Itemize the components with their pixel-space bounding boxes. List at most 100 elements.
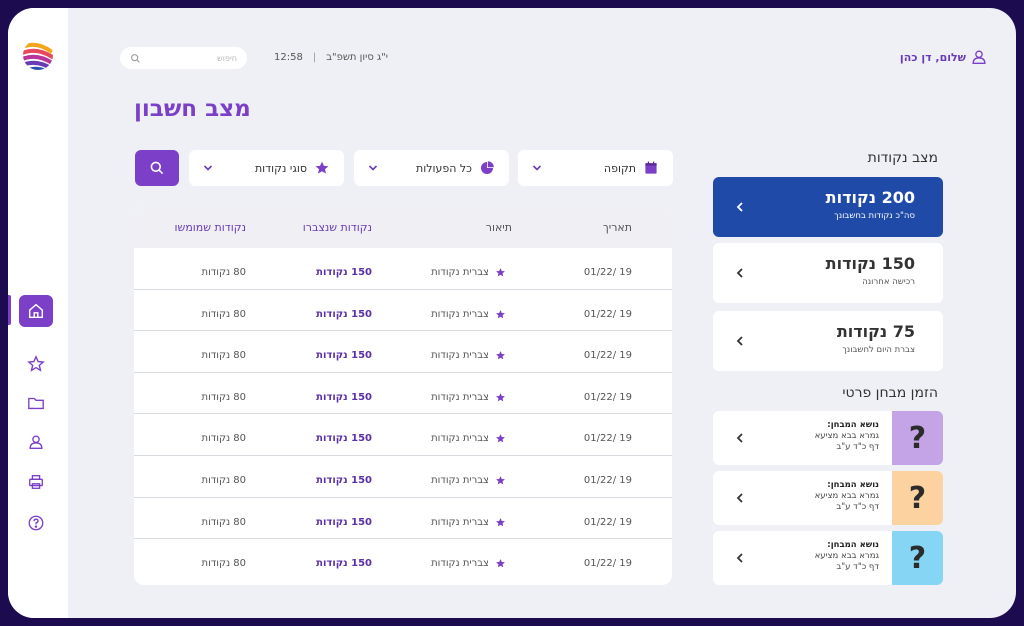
quiz-card-line1: גמרא בבא מציעא — [814, 431, 879, 441]
quiz-card[interactable]: ? נושא המבחן: גמרא בבא מציעא דף כ"ד ע"ב — [713, 411, 943, 465]
table-row[interactable]: 19 /01/22 צברית נקודות 150 נקודות 80 נקודות — [134, 290, 672, 332]
row-earned: 150 נקודות — [316, 474, 372, 486]
row-description: צברית נקודות — [431, 433, 506, 444]
current-time: 12:58 — [274, 52, 303, 63]
star-icon — [496, 434, 505, 443]
row-used: 80 נקודות — [201, 474, 247, 486]
table-row[interactable]: 19 /01/22 צברית נקודות 150 נקודות 80 נקודות — [134, 331, 672, 373]
home-icon — [28, 303, 44, 319]
calendar-icon — [645, 161, 657, 174]
table-row[interactable]: 19 /01/22 צברית נקודות 150 נקודות 80 נקודות — [134, 373, 672, 415]
row-description: צברית נקודות — [431, 517, 506, 528]
row-used: 80 נקודות — [201, 433, 247, 445]
row-earned: 150 נקודות — [316, 267, 372, 278]
header-date[interactable]: תאריך — [602, 221, 632, 234]
folder-icon — [28, 397, 44, 410]
question-mark-icon: ? — [892, 411, 943, 465]
chevron-left-icon — [736, 268, 743, 278]
row-date: 19 /01/22 — [583, 433, 632, 445]
transactions-table: תאריך תיאור נקודות שנצברו נקודות שמומשו … — [134, 207, 672, 585]
points-card[interactable]: 150 נקודות רכישה אחרונה — [713, 243, 943, 303]
nav-active-marker — [8, 295, 11, 325]
row-description: צברית נקודות — [431, 392, 506, 403]
quiz-card[interactable]: ? נושא המבחן: גמרא בבא מציעא דף כ"ד ע"ב — [713, 531, 943, 585]
quiz-card-line2: דף כ"ד ע"ב — [836, 502, 879, 512]
points-card[interactable]: 200 נקודות סה"כ נקודות בחשבונך — [713, 177, 943, 237]
table-row[interactable]: 19 /01/22 צברית נקודות 150 נקודות 80 נקודות — [134, 539, 672, 581]
chevron-left-icon — [736, 202, 743, 212]
star-icon — [496, 476, 505, 485]
user-profile-icon[interactable] — [970, 48, 988, 66]
row-used: 80 נקודות — [201, 516, 247, 528]
table-row[interactable]: 19 /01/22 צברית נקודות 150 נקודות 80 נקודות — [134, 414, 672, 456]
header-description[interactable]: תיאור — [485, 221, 512, 234]
star-icon — [496, 559, 505, 568]
app-window: 12:58 | י"ג סיון תשפ"ב שלום, דן כהן מצב … — [8, 8, 1016, 618]
points-type-filter[interactable]: סוגי נקודות — [189, 150, 344, 186]
row-used: 80 נקודות — [201, 391, 247, 403]
logo-icon — [23, 40, 53, 70]
row-earned: 150 נקודות — [316, 433, 372, 445]
row-date: 19 /01/22 — [583, 308, 632, 320]
row-earned: 150 נקודות — [316, 308, 372, 320]
points-type-filter-label: סוגי נקודות — [254, 161, 307, 175]
row-used: 80 נקודות — [201, 350, 247, 362]
quiz-card-text: נושא המבחן: גמרא בבא מציעא דף כ"ד ע"ב — [815, 540, 879, 573]
nav-profile[interactable] — [19, 426, 53, 458]
row-description-text: צברית נקודות — [431, 433, 489, 445]
page-title: מצב חשבון — [134, 96, 251, 122]
row-used: 80 נקודות — [201, 267, 247, 278]
search-bar[interactable] — [120, 47, 247, 69]
points-section-title: מצב נקודות — [867, 150, 938, 166]
datetime: 12:58 | י"ג סיון תשפ"ב — [274, 52, 388, 63]
question-mark-icon: ? — [892, 531, 943, 585]
row-date: 19 /01/22 — [583, 558, 632, 570]
search-button[interactable] — [135, 150, 179, 186]
star-icon — [315, 161, 329, 174]
actions-filter[interactable]: כל הפעולות — [354, 150, 509, 186]
nav-files[interactable] — [19, 387, 53, 419]
table-row[interactable]: 19 /01/22 צברית נקודות 150 נקודות 80 נקודות — [134, 248, 672, 290]
nav-help[interactable] — [19, 507, 53, 539]
row-description-text: צברית נקודות — [431, 391, 489, 403]
row-description-text: צברית נקודות — [431, 558, 489, 570]
star-icon — [496, 517, 505, 526]
header-used[interactable]: נקודות שמומשו — [174, 221, 246, 234]
star-icon — [496, 309, 505, 318]
hebrew-date: י"ג סיון תשפ"ב — [326, 52, 388, 63]
nav-home[interactable] — [19, 295, 53, 327]
quiz-card[interactable]: ? נושא המבחן: גמרא בבא מציעא דף כ"ד ע"ב — [713, 471, 943, 525]
user-greeting[interactable]: שלום, דן כהן — [899, 51, 966, 64]
period-filter-label: תקופה — [603, 161, 636, 175]
quiz-card-line2: דף כ"ד ע"ב — [836, 562, 879, 572]
actions-filter-label: כל הפעולות — [416, 161, 472, 175]
row-description-text: צברית נקודות — [431, 308, 489, 320]
quiz-card-title: נושא המבחן: — [827, 540, 879, 550]
search-input[interactable] — [147, 53, 237, 63]
row-date: 19 /01/22 — [583, 350, 632, 362]
row-earned: 150 נקודות — [316, 350, 372, 362]
table-row[interactable]: 19 /01/22 צברית נקודות 150 נקודות 80 נקודות — [134, 456, 672, 498]
header-earned[interactable]: נקודות שנצברו — [302, 221, 372, 234]
row-earned: 150 נקודות — [316, 516, 372, 528]
nav-favorites[interactable] — [19, 348, 53, 380]
nav-print[interactable] — [19, 466, 53, 498]
points-card-value: 200 נקודות — [825, 188, 915, 207]
points-card-subtitle: צברת היום לחשבונך — [842, 345, 915, 355]
star-icon — [496, 392, 505, 402]
points-card-subtitle: סה"כ נקודות בחשבונך — [834, 211, 915, 221]
period-filter[interactable]: תקופה — [518, 150, 673, 186]
chevron-left-icon — [736, 336, 743, 346]
points-card[interactable]: 75 נקודות צברת היום לחשבונך — [713, 311, 943, 371]
chevron-left-icon — [736, 493, 743, 503]
row-date: 19 /01/22 — [583, 267, 632, 278]
row-description: צברית נקודות — [431, 350, 506, 361]
table-header: תאריך תיאור נקודות שנצברו נקודות שמומשו — [134, 207, 672, 248]
row-description: צברית נקודות — [431, 267, 506, 278]
question-mark-icon: ? — [892, 471, 943, 525]
quiz-card-text: נושא המבחן: גמרא בבא מציעא דף כ"ד ע"ב — [815, 480, 879, 513]
table-row[interactable]: 19 /01/22 צברית נקודות 150 נקודות 80 נקודות — [134, 498, 672, 540]
chevron-left-icon — [736, 553, 743, 563]
printer-icon — [29, 475, 43, 489]
help-icon — [28, 515, 44, 531]
